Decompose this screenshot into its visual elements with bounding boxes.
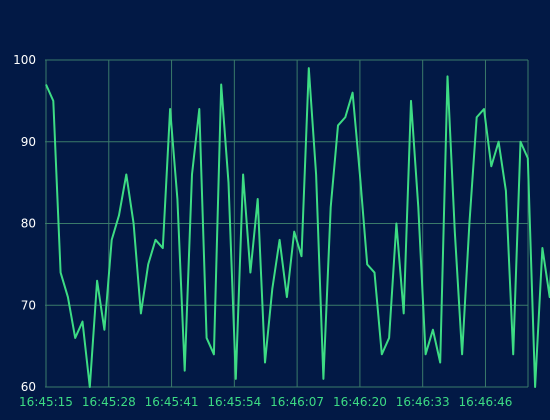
x-tick-label-5: 16:46:20 bbox=[333, 395, 387, 409]
x-tick-label-1: 16:45:28 bbox=[82, 395, 136, 409]
y-axis: 100 90 80 70 60 bbox=[13, 53, 36, 394]
series-layer bbox=[45, 67, 550, 388]
y-tick-label-80: 80 bbox=[21, 217, 36, 231]
x-axis: 16:45:15 16:45:28 16:45:41 16:45:54 16:46:07… bbox=[19, 395, 512, 409]
grid bbox=[45, 59, 529, 388]
x-tick-label-6: 16:46:33 bbox=[396, 395, 450, 409]
y-tick-label-100: 100 bbox=[13, 53, 36, 67]
y-tick-label-90: 90 bbox=[21, 135, 36, 149]
x-tick-label-4: 16:46:07 bbox=[270, 395, 324, 409]
series-line bbox=[45, 67, 550, 388]
y-tick-label-60: 60 bbox=[21, 380, 36, 394]
x-tick-label-7: 16:46:46 bbox=[459, 395, 513, 409]
x-tick-label-0: 16:45:15 bbox=[19, 395, 73, 409]
x-tick-label-2: 16:45:41 bbox=[145, 395, 199, 409]
x-tick-label-3: 16:45:54 bbox=[207, 395, 261, 409]
y-tick-label-70: 70 bbox=[21, 298, 36, 312]
